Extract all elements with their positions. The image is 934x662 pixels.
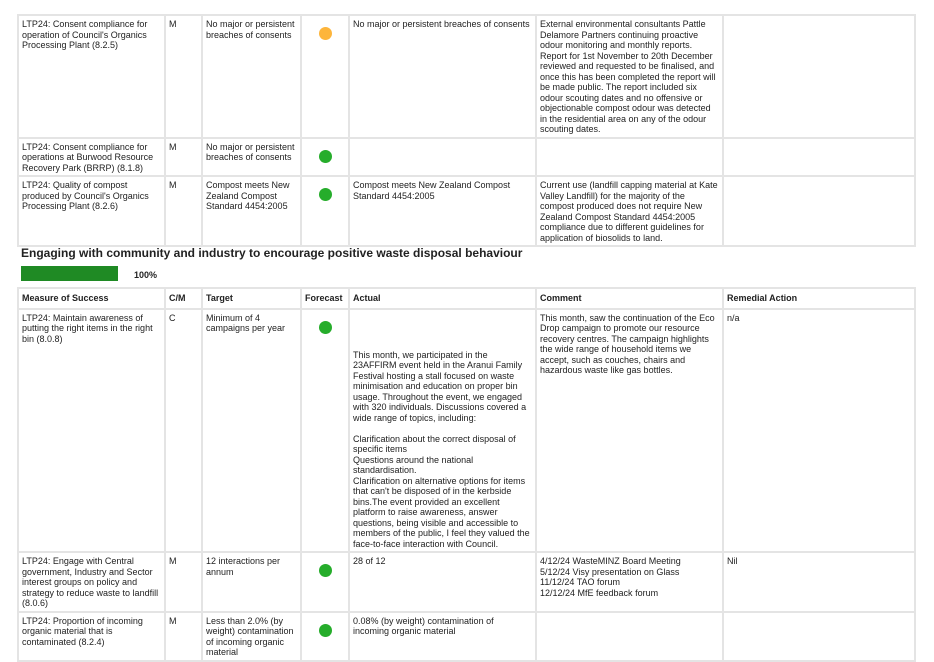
actual-cell: 0.08% (by weight) contamination of incom… [348, 610, 537, 662]
actual-cell: No major or persistent breaches of conse… [348, 14, 537, 139]
table-row: LTP24: Consent compliance for operation … [17, 14, 916, 139]
measure-cell: LTP24: Maintain awareness of putting the… [17, 307, 166, 553]
header-target: Target [201, 287, 302, 310]
cm-cell: M [164, 175, 203, 247]
cm-cell: M [164, 551, 203, 613]
header-comment: Comment [535, 287, 724, 310]
forecast-cell [300, 175, 350, 247]
forecast-cell [300, 307, 350, 553]
remedial-cell: n/a [722, 307, 916, 553]
status-dot-icon [318, 320, 332, 334]
forecast-cell [300, 136, 350, 177]
table-row: LTP24: Quality of compost produced by Co… [17, 175, 916, 247]
remedial-cell [722, 175, 916, 247]
forecast-cell [300, 551, 350, 613]
remedial-cell [722, 14, 916, 139]
status-dot-icon [318, 188, 332, 201]
status-dot-icon [318, 27, 332, 40]
target-cell: No major or persistent breaches of conse… [201, 14, 302, 139]
remedial-cell [722, 136, 916, 177]
comment-cell [535, 610, 724, 662]
header-cm: C/M [164, 287, 203, 310]
comment-cell: External environmental consultants Pattl… [535, 14, 724, 139]
remedial-cell: Nil [722, 551, 916, 613]
actual-cell: 28 of 12 [348, 551, 537, 613]
consent-table: LTP24: Consent compliance for operation … [17, 14, 916, 247]
table-row: LTP24: Engage with Central government, I… [17, 551, 916, 613]
cm-cell: M [164, 14, 203, 139]
header-forecast: Forecast [300, 287, 350, 310]
cm-cell: C [164, 307, 203, 553]
target-cell: No major or persistent breaches of conse… [201, 136, 302, 177]
remedial-cell [722, 610, 916, 662]
table-row: LTP24: Maintain awareness of putting the… [17, 307, 916, 553]
status-dot-icon [318, 149, 332, 163]
forecast-cell [300, 14, 350, 139]
table-row: LTP24: Proportion of incoming organic ma… [17, 610, 916, 662]
measure-cell: LTP24: Engage with Central government, I… [17, 551, 166, 613]
measure-cell: LTP24: Consent compliance for operations… [17, 136, 166, 177]
measure-cell: LTP24: Consent compliance for operation … [17, 14, 166, 139]
forecast-cell [300, 610, 350, 662]
table-header-row: Measure of Success C/M Target Forecast A… [17, 287, 916, 310]
engagement-table: Measure of Success C/M Target Forecast A… [17, 287, 916, 662]
actual-cell: This month, we participated in the 23AFF… [348, 307, 537, 553]
progress-label: 100% [134, 270, 158, 280]
progress-bar [21, 266, 118, 281]
cm-cell: M [164, 136, 203, 177]
actual-cell: Compost meets New Zealand Compost Standa… [348, 175, 537, 247]
target-cell: Less than 2.0% (by weight) contamination… [201, 610, 302, 662]
comment-cell: This month, saw the continuation of the … [535, 307, 724, 553]
header-remedial: Remedial Action [722, 287, 916, 310]
table-row: LTP24: Consent compliance for operations… [17, 136, 916, 177]
comment-cell [535, 136, 724, 177]
actual-cell [348, 136, 537, 177]
header-actual: Actual [348, 287, 537, 310]
measure-cell: LTP24: Proportion of incoming organic ma… [17, 610, 166, 662]
comment-cell: 4/12/24 WasteMINZ Board Meeting 5/12/24 … [535, 551, 724, 613]
target-cell: Compost meets New Zealand Compost Standa… [201, 175, 302, 247]
header-measure: Measure of Success [17, 287, 166, 310]
target-cell: 12 interactions per annum [201, 551, 302, 613]
status-dot-icon [318, 564, 332, 577]
measure-cell: LTP24: Quality of compost produced by Co… [17, 175, 166, 247]
cm-cell: M [164, 610, 203, 662]
section-title: Engaging with community and industry to … [21, 246, 523, 260]
progress-bar-fill [21, 266, 118, 281]
status-dot-icon [318, 623, 332, 637]
target-cell: Minimum of 4 campaigns per year [201, 307, 302, 553]
comment-cell: Current use (landfill capping material a… [535, 175, 724, 247]
